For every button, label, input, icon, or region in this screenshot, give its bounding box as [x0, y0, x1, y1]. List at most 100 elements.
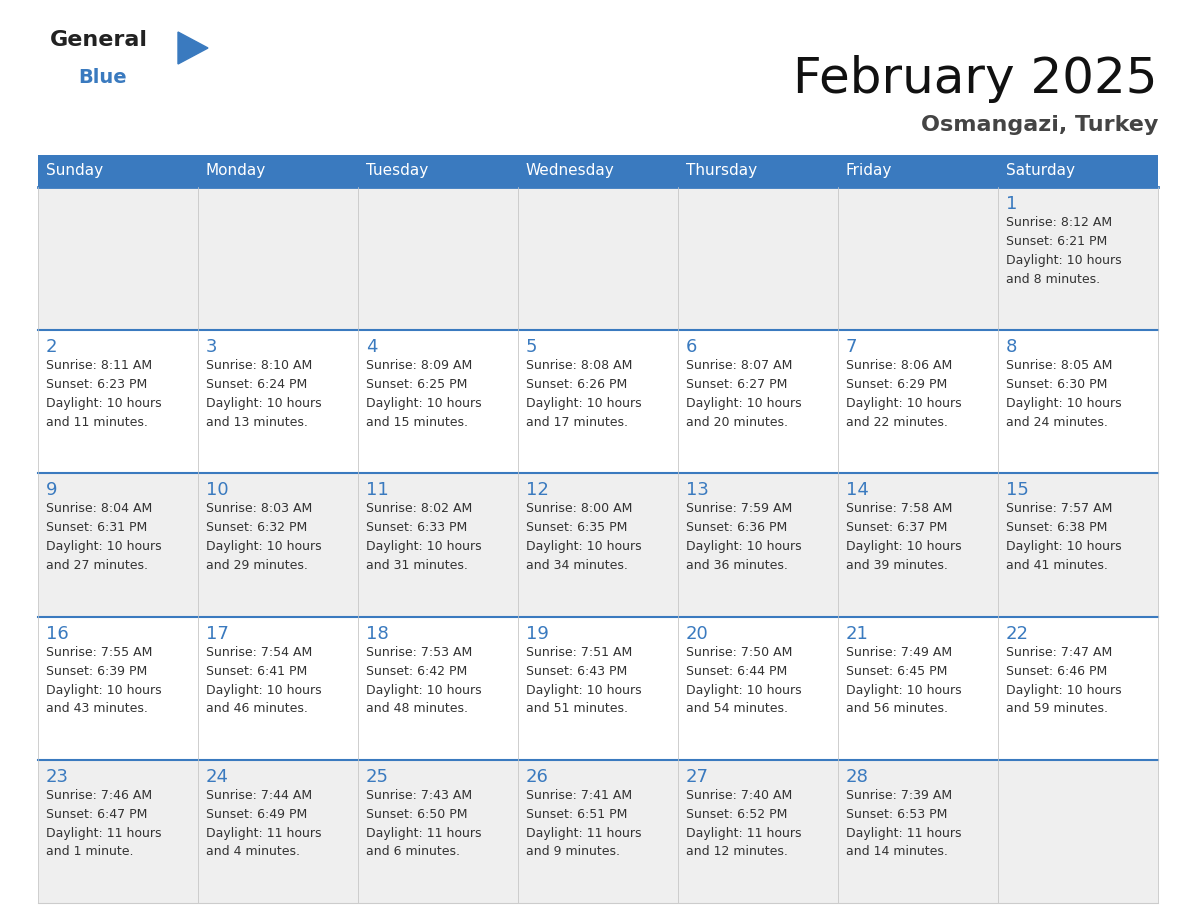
- Text: Sunset: 6:49 PM: Sunset: 6:49 PM: [206, 808, 308, 821]
- Bar: [198, 187, 358, 330]
- Text: Sunset: 6:31 PM: Sunset: 6:31 PM: [46, 521, 147, 534]
- Bar: [678, 155, 838, 187]
- Text: Monday: Monday: [206, 163, 266, 178]
- Text: and 14 minutes.: and 14 minutes.: [846, 845, 948, 858]
- Text: Daylight: 11 hours: Daylight: 11 hours: [846, 827, 961, 840]
- Text: and 24 minutes.: and 24 minutes.: [1006, 416, 1108, 429]
- Bar: [358, 474, 518, 617]
- Text: and 17 minutes.: and 17 minutes.: [526, 416, 628, 429]
- Bar: [198, 760, 358, 903]
- Text: Daylight: 10 hours: Daylight: 10 hours: [685, 684, 802, 697]
- Text: Daylight: 10 hours: Daylight: 10 hours: [526, 541, 642, 554]
- Bar: [678, 760, 838, 903]
- Bar: [678, 617, 838, 760]
- Text: 24: 24: [206, 767, 229, 786]
- Text: Sunset: 6:35 PM: Sunset: 6:35 PM: [526, 521, 627, 534]
- Text: and 29 minutes.: and 29 minutes.: [206, 559, 308, 572]
- Text: Sunset: 6:32 PM: Sunset: 6:32 PM: [206, 521, 308, 534]
- Bar: [838, 760, 998, 903]
- Text: Sunset: 6:50 PM: Sunset: 6:50 PM: [366, 808, 468, 821]
- Text: and 13 minutes.: and 13 minutes.: [206, 416, 308, 429]
- Text: 1: 1: [1006, 195, 1017, 213]
- Text: and 51 minutes.: and 51 minutes.: [526, 702, 628, 715]
- Bar: [678, 474, 838, 617]
- Text: 16: 16: [46, 624, 69, 643]
- Text: Sunrise: 7:50 AM: Sunrise: 7:50 AM: [685, 645, 792, 658]
- Text: Daylight: 10 hours: Daylight: 10 hours: [46, 541, 162, 554]
- Text: Sunrise: 7:59 AM: Sunrise: 7:59 AM: [685, 502, 792, 515]
- Text: February 2025: February 2025: [794, 55, 1158, 103]
- Bar: [518, 330, 678, 474]
- Text: Sunrise: 7:40 AM: Sunrise: 7:40 AM: [685, 789, 792, 801]
- Text: and 41 minutes.: and 41 minutes.: [1006, 559, 1108, 572]
- Bar: [358, 330, 518, 474]
- Text: 6: 6: [685, 338, 697, 356]
- Text: and 36 minutes.: and 36 minutes.: [685, 559, 788, 572]
- Text: Sunrise: 8:04 AM: Sunrise: 8:04 AM: [46, 502, 152, 515]
- Text: Sunrise: 7:46 AM: Sunrise: 7:46 AM: [46, 789, 152, 801]
- Text: Sunset: 6:23 PM: Sunset: 6:23 PM: [46, 378, 147, 391]
- Text: Sunset: 6:29 PM: Sunset: 6:29 PM: [846, 378, 947, 391]
- Text: Sunset: 6:47 PM: Sunset: 6:47 PM: [46, 808, 147, 821]
- Text: 9: 9: [46, 481, 57, 499]
- Text: Daylight: 10 hours: Daylight: 10 hours: [206, 397, 322, 410]
- Text: Daylight: 11 hours: Daylight: 11 hours: [526, 827, 642, 840]
- Text: and 22 minutes.: and 22 minutes.: [846, 416, 948, 429]
- Text: Sunrise: 7:39 AM: Sunrise: 7:39 AM: [846, 789, 952, 801]
- Text: 26: 26: [526, 767, 549, 786]
- Text: Daylight: 10 hours: Daylight: 10 hours: [1006, 397, 1121, 410]
- Text: 14: 14: [846, 481, 868, 499]
- Text: 12: 12: [526, 481, 549, 499]
- Text: and 8 minutes.: and 8 minutes.: [1006, 273, 1100, 285]
- Text: Friday: Friday: [846, 163, 892, 178]
- Bar: [198, 155, 358, 187]
- Text: Sunrise: 8:03 AM: Sunrise: 8:03 AM: [206, 502, 312, 515]
- Text: and 20 minutes.: and 20 minutes.: [685, 416, 788, 429]
- Text: Blue: Blue: [78, 68, 127, 87]
- Text: 15: 15: [1006, 481, 1029, 499]
- Text: Daylight: 10 hours: Daylight: 10 hours: [1006, 254, 1121, 267]
- Text: Daylight: 10 hours: Daylight: 10 hours: [685, 397, 802, 410]
- Bar: [518, 187, 678, 330]
- Text: Daylight: 10 hours: Daylight: 10 hours: [366, 541, 481, 554]
- Bar: [518, 155, 678, 187]
- Text: Sunset: 6:42 PM: Sunset: 6:42 PM: [366, 665, 467, 677]
- Text: Sunrise: 7:55 AM: Sunrise: 7:55 AM: [46, 645, 152, 658]
- Bar: [998, 155, 1158, 187]
- Bar: [998, 617, 1158, 760]
- Bar: [38, 155, 198, 187]
- Text: 23: 23: [46, 767, 69, 786]
- Text: Daylight: 10 hours: Daylight: 10 hours: [846, 684, 961, 697]
- Text: Sunrise: 8:06 AM: Sunrise: 8:06 AM: [846, 359, 953, 372]
- Text: Sunset: 6:53 PM: Sunset: 6:53 PM: [846, 808, 947, 821]
- Text: Sunset: 6:21 PM: Sunset: 6:21 PM: [1006, 235, 1107, 248]
- Text: Sunset: 6:26 PM: Sunset: 6:26 PM: [526, 378, 627, 391]
- Text: Daylight: 10 hours: Daylight: 10 hours: [1006, 684, 1121, 697]
- Bar: [38, 474, 198, 617]
- Bar: [198, 330, 358, 474]
- Text: Sunrise: 8:12 AM: Sunrise: 8:12 AM: [1006, 216, 1112, 229]
- Text: and 9 minutes.: and 9 minutes.: [526, 845, 620, 858]
- Text: 19: 19: [526, 624, 549, 643]
- Bar: [838, 155, 998, 187]
- Text: 7: 7: [846, 338, 858, 356]
- Text: 25: 25: [366, 767, 388, 786]
- Text: Daylight: 10 hours: Daylight: 10 hours: [526, 684, 642, 697]
- Text: 20: 20: [685, 624, 709, 643]
- Text: and 46 minutes.: and 46 minutes.: [206, 702, 308, 715]
- Text: and 11 minutes.: and 11 minutes.: [46, 416, 147, 429]
- Text: Thursday: Thursday: [685, 163, 757, 178]
- Text: Sunrise: 7:57 AM: Sunrise: 7:57 AM: [1006, 502, 1112, 515]
- Text: and 31 minutes.: and 31 minutes.: [366, 559, 468, 572]
- Text: Daylight: 10 hours: Daylight: 10 hours: [206, 541, 322, 554]
- Text: Wednesday: Wednesday: [526, 163, 614, 178]
- Text: Daylight: 10 hours: Daylight: 10 hours: [846, 397, 961, 410]
- Text: Daylight: 11 hours: Daylight: 11 hours: [206, 827, 322, 840]
- Bar: [998, 330, 1158, 474]
- Text: Sunset: 6:24 PM: Sunset: 6:24 PM: [206, 378, 308, 391]
- Text: and 4 minutes.: and 4 minutes.: [206, 845, 301, 858]
- Text: Sunday: Sunday: [46, 163, 103, 178]
- Text: Daylight: 10 hours: Daylight: 10 hours: [206, 684, 322, 697]
- Text: Sunset: 6:52 PM: Sunset: 6:52 PM: [685, 808, 788, 821]
- Text: 8: 8: [1006, 338, 1017, 356]
